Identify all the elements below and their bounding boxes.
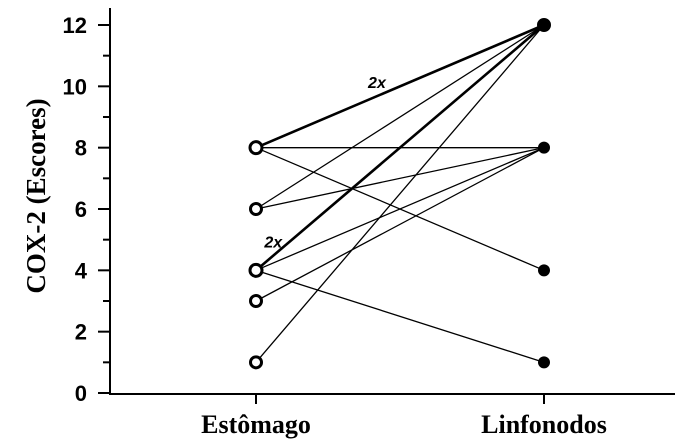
- pair-line-5: [255, 24, 545, 272]
- open-circle-marker: [249, 202, 263, 216]
- data-points: [248, 18, 551, 370]
- filled-circle-marker: [538, 264, 550, 277]
- x-category-label: Estômago: [201, 410, 311, 439]
- pair-line-3: [255, 24, 545, 210]
- axes: [109, 8, 675, 395]
- pair-line-9: [255, 24, 545, 363]
- annotation-label: 2x: [263, 235, 283, 252]
- filled-circle-marker: [538, 356, 550, 369]
- pair-line-8: [255, 147, 545, 302]
- open-circle-marker: [249, 355, 263, 370]
- annotations: 2x 2x: [263, 75, 387, 251]
- open-circle-marker: [248, 140, 264, 156]
- open-circle-marker: [249, 294, 263, 308]
- open-circle-marker: [248, 262, 264, 278]
- pair-line-0: [255, 23, 545, 149]
- filled-circle-marker: [537, 18, 551, 32]
- pair-lines: [255, 23, 545, 363]
- x-category-label: Linfonodos: [481, 410, 607, 439]
- y-tick-label: 6: [75, 197, 87, 222]
- pair-line-4: [255, 147, 545, 210]
- annotation-label: 2x: [367, 75, 387, 92]
- pair-line-6: [255, 147, 545, 271]
- y-tick-label: 2: [75, 320, 87, 345]
- y-axis-title: COX-2 (Escores): [21, 98, 51, 293]
- filled-circle-marker: [538, 141, 550, 154]
- x-axis-categories: Estômago Linfonodos: [201, 394, 607, 439]
- pair-line-7: [255, 269, 545, 363]
- y-tick-label: 12: [63, 13, 87, 38]
- y-tick-label: 10: [63, 74, 87, 99]
- y-tick-label: 0: [75, 381, 87, 406]
- y-axis-ticks: 0 2 4 6 8 10 12: [63, 13, 110, 406]
- y-tick-label: 8: [75, 136, 87, 161]
- y-tick-label: 4: [75, 258, 88, 283]
